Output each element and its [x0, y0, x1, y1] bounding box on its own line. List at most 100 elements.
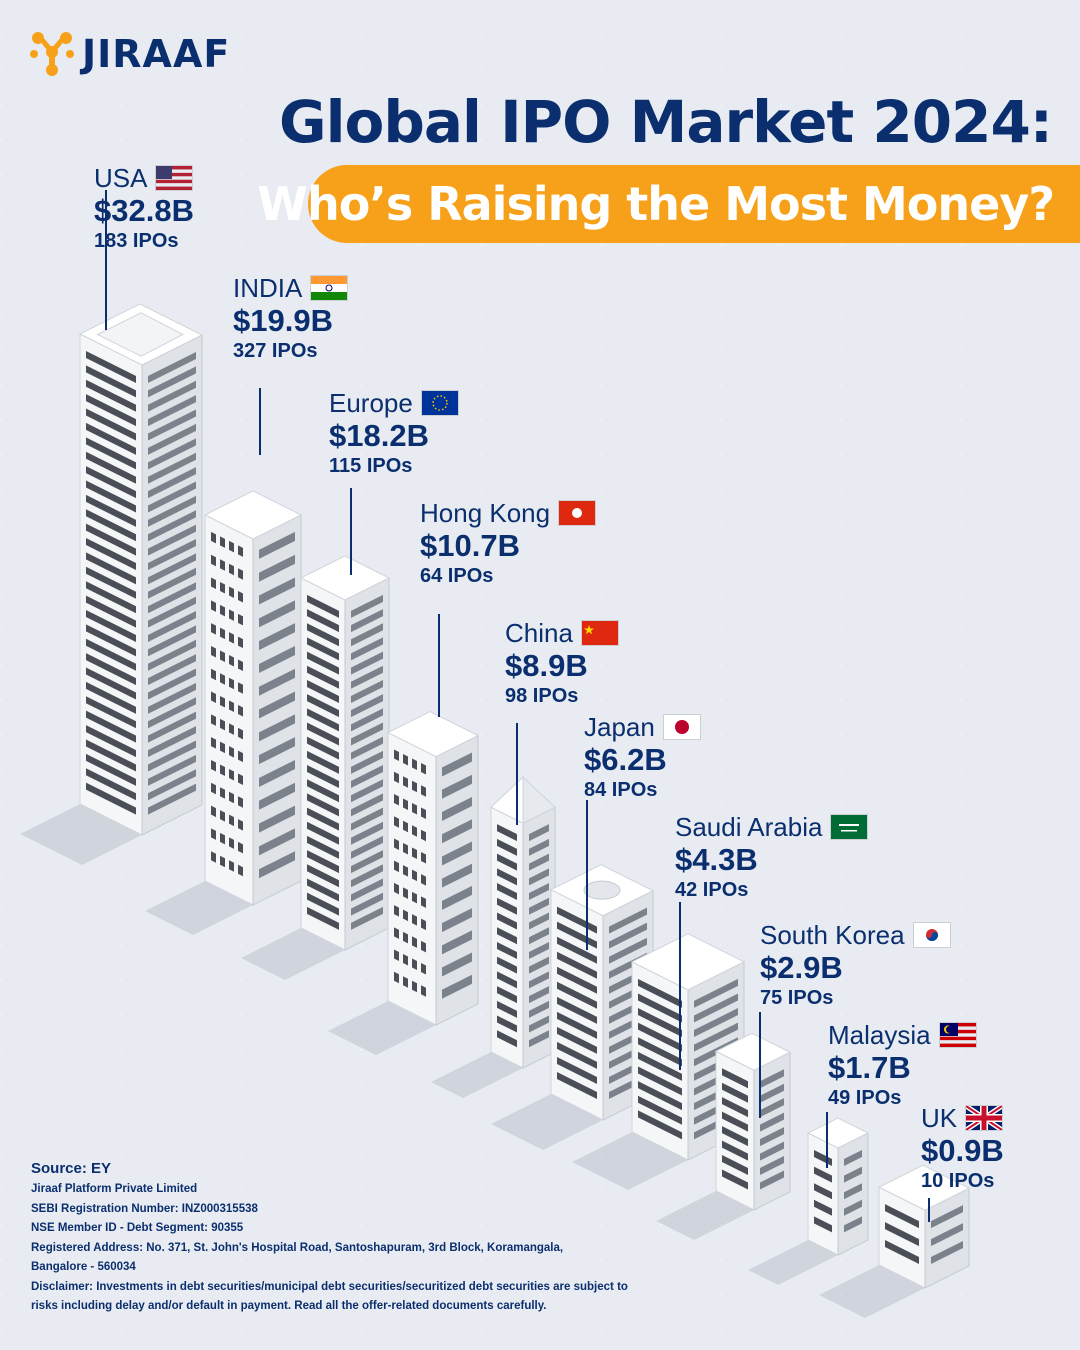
tick-label: UK [921, 1103, 958, 1133]
window-band [557, 1056, 597, 1084]
window-band [148, 423, 196, 455]
window [238, 613, 243, 626]
window-band [307, 864, 339, 888]
country-name: USA [94, 163, 194, 193]
window-band [609, 937, 647, 964]
window-band [148, 380, 196, 412]
window [211, 531, 216, 544]
window [394, 794, 399, 806]
window-band [259, 668, 295, 696]
window-band [148, 467, 196, 499]
subtitle-band: Who’s Raising the Most Money? [257, 165, 1080, 243]
window-band [307, 722, 339, 746]
window-band [497, 897, 517, 915]
country-name: Europe [329, 388, 459, 418]
footer-line: NSE Member ID - Debt Segment: 90355 [31, 1222, 244, 1234]
country-label: UK $0.9B 10 IPOs [921, 1103, 1004, 1193]
window [412, 758, 417, 771]
window-band [638, 1081, 682, 1111]
window [220, 696, 225, 708]
window-band [844, 1166, 862, 1183]
window-band [497, 1030, 517, 1048]
roof-setback [96, 312, 185, 357]
window [421, 985, 426, 997]
window-band [86, 624, 136, 657]
country-label: Hong Kong $10.7B 64 IPOs [420, 498, 597, 588]
window-band [351, 878, 383, 902]
window [211, 691, 216, 704]
window-band [148, 539, 196, 571]
data-label-amount: $0.9B [921, 1133, 1004, 1168]
window [412, 958, 417, 971]
window-band [148, 553, 196, 585]
window-band [760, 1098, 784, 1118]
window-band [148, 596, 196, 628]
country-label: Europe $18.2B 115 IPOs [329, 388, 459, 478]
window-band [557, 951, 597, 979]
window [211, 554, 216, 567]
window-band [148, 783, 196, 815]
window-band [497, 912, 517, 930]
window-band [529, 956, 549, 974]
window [229, 540, 234, 553]
window [238, 591, 243, 603]
window-band [307, 665, 339, 689]
window-band [148, 740, 196, 772]
window-band [148, 769, 196, 801]
bar-building [431, 776, 556, 1098]
window-band [307, 679, 339, 703]
window-band [86, 351, 136, 383]
window [403, 865, 408, 877]
window-band [638, 1008, 682, 1038]
window-band [442, 908, 472, 933]
window-band [760, 1156, 784, 1176]
window [421, 807, 426, 820]
window [229, 586, 234, 599]
window-band [307, 609, 339, 633]
country-label: INDIA $19.9B 327 IPOs [233, 273, 349, 363]
window-band [497, 868, 517, 886]
building-roof [877, 1164, 971, 1211]
uk-flag-icon [965, 1105, 1004, 1131]
window [211, 782, 216, 795]
window-band [86, 609, 136, 642]
window-band [351, 906, 383, 930]
bar-building [656, 1032, 792, 1240]
window [403, 842, 408, 855]
page-title: Global IPO Market 2024: [279, 88, 1053, 156]
bar-building [328, 710, 480, 1055]
window [238, 841, 243, 854]
window-band [351, 594, 383, 618]
window [238, 545, 243, 557]
japan-flag-icon [662, 714, 701, 740]
page-subtitle: Who’s Raising the Most Money? [257, 177, 1055, 231]
window [412, 825, 417, 837]
window-band [148, 726, 196, 758]
window-band [86, 394, 136, 427]
window-band [609, 907, 647, 934]
window-band [351, 722, 383, 746]
window-band [259, 691, 295, 719]
window [220, 787, 225, 799]
window-band [307, 878, 339, 902]
window-band [259, 531, 295, 559]
window-band [148, 668, 196, 700]
building-shadow [241, 928, 345, 980]
data-label-amount: $10.7B [420, 528, 520, 563]
window-band [307, 765, 339, 789]
window-band [259, 645, 295, 673]
window-band [760, 1083, 784, 1103]
country-name: China [505, 618, 619, 648]
window [238, 796, 243, 808]
window-band [529, 986, 549, 1004]
window-band [307, 651, 339, 675]
window-band [760, 1141, 784, 1161]
window [412, 780, 417, 793]
country-label: South Korea $2.9B 75 IPOs [760, 920, 951, 1010]
window-band [259, 623, 295, 651]
window-band [638, 978, 682, 1008]
window-band [722, 1155, 748, 1176]
window [229, 654, 234, 667]
window-band [307, 906, 339, 930]
